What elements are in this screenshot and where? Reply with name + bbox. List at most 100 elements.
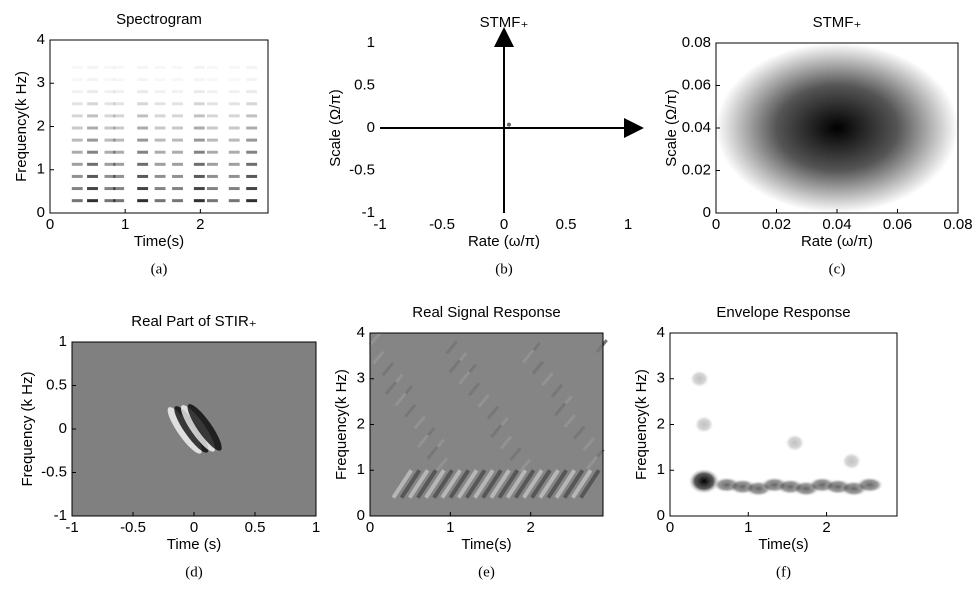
texture <box>154 102 166 106</box>
texture <box>206 126 218 130</box>
y-tick-label: 4 <box>357 324 365 341</box>
x-axis-label: Time(s) <box>461 536 511 553</box>
x-tick-label: 0.08 <box>943 216 972 233</box>
x-tick-label: 1 <box>624 216 632 233</box>
texture <box>246 65 258 69</box>
chart-title: Real Part of STIR₊ <box>131 313 256 330</box>
y-axis-label: Frequency(k Hz) <box>633 369 650 480</box>
y-tick-label: 1 <box>59 333 67 350</box>
texture <box>541 372 554 387</box>
x-tick-label: 1 <box>744 519 752 536</box>
texture <box>228 162 240 166</box>
texture <box>228 150 240 154</box>
texture <box>206 102 218 106</box>
y-tick-label: 2 <box>37 117 45 134</box>
texture <box>229 78 240 81</box>
panel-caption: (f) <box>776 564 791 580</box>
texture <box>206 187 218 191</box>
texture <box>562 469 585 499</box>
texture <box>246 150 258 154</box>
texture <box>424 469 446 499</box>
texture <box>193 187 205 191</box>
texture <box>113 102 125 106</box>
y-tick-label: 0 <box>59 420 67 437</box>
texture <box>113 174 125 178</box>
texture <box>193 199 205 203</box>
texture <box>87 138 98 142</box>
texture <box>87 150 98 154</box>
texture <box>554 402 567 417</box>
texture <box>582 437 596 452</box>
texture <box>228 126 240 130</box>
texture <box>113 90 125 94</box>
texture <box>499 435 513 450</box>
chart-title: Envelope Response <box>716 304 850 321</box>
texture <box>113 78 124 81</box>
texture <box>193 65 205 69</box>
texture <box>404 403 417 418</box>
texture <box>71 162 83 166</box>
texture <box>368 332 382 346</box>
texture <box>137 187 149 191</box>
y-tick-label: 3 <box>37 74 45 91</box>
texture <box>546 469 568 499</box>
texture <box>571 469 593 499</box>
texture <box>394 392 407 407</box>
y-tick-label: -1 <box>54 507 67 524</box>
texture <box>104 102 116 106</box>
texture <box>505 469 528 499</box>
texture <box>87 162 98 166</box>
texture <box>399 469 422 499</box>
texture <box>467 382 481 397</box>
y-tick-label: 4 <box>37 31 45 48</box>
texture <box>71 187 83 191</box>
texture <box>207 78 218 81</box>
x-tick-label: 0.5 <box>245 519 266 536</box>
texture <box>193 102 205 106</box>
texture <box>445 340 458 355</box>
x-axis-label: Rate (ω/π) <box>468 233 540 250</box>
x-tick-label: 0.06 <box>883 216 912 233</box>
x-tick-label: 0.02 <box>762 216 791 233</box>
texture <box>87 126 98 130</box>
y-tick-label: 1 <box>37 161 45 178</box>
y-tick-label: 0.06 <box>682 76 711 93</box>
texture <box>716 43 958 213</box>
texture <box>228 199 240 203</box>
texture <box>206 162 218 166</box>
y-tick-label: 0 <box>657 507 665 524</box>
texture <box>71 114 83 118</box>
texture <box>113 187 125 191</box>
texture <box>228 174 240 178</box>
texture <box>694 415 715 434</box>
texture <box>193 90 205 94</box>
panel: -1 -0.5 0 0.5 1 -1 -0.5 0 0.5 1 Real Part of STIR₊… <box>19 313 320 580</box>
texture <box>206 90 218 94</box>
texture <box>104 150 116 154</box>
panel-caption: (d) <box>185 564 203 580</box>
texture <box>172 138 183 142</box>
x-axis-label: Time (s) <box>167 536 221 553</box>
texture <box>530 469 552 499</box>
texture <box>137 162 149 166</box>
y-axis-label: Frequency(k Hz) <box>13 71 30 182</box>
texture <box>172 114 183 118</box>
chart-title: Spectrogram <box>116 11 202 28</box>
texture <box>71 199 83 203</box>
y-tick-label: 0.02 <box>682 161 711 178</box>
x-tick-label: -0.5 <box>120 519 146 536</box>
texture <box>563 414 576 428</box>
texture <box>416 469 438 499</box>
texture <box>381 362 394 377</box>
texture <box>228 90 240 94</box>
texture <box>458 370 471 385</box>
texture <box>104 162 116 166</box>
texture <box>71 126 83 130</box>
texture <box>246 174 258 178</box>
texture <box>784 433 805 452</box>
texture <box>193 162 205 166</box>
texture <box>193 150 205 154</box>
y-tick-label: -1 <box>362 204 375 221</box>
texture <box>137 126 149 130</box>
panel-caption: (b) <box>495 261 513 277</box>
